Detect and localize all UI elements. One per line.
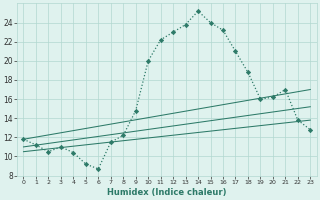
X-axis label: Humidex (Indice chaleur): Humidex (Indice chaleur) — [107, 188, 227, 197]
